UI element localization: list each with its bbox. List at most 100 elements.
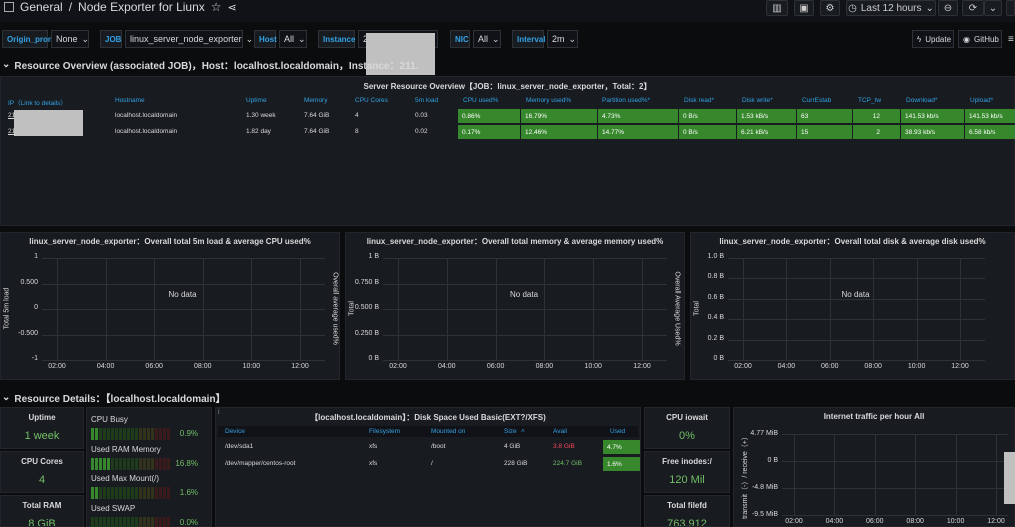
bar-gauge-segment (123, 457, 126, 470)
col-filesystem[interactable]: Filesystem (369, 428, 401, 435)
info-icon[interactable]: i (218, 409, 220, 416)
col-upload[interactable]: Upload* (970, 97, 994, 104)
menu-icon[interactable]: ≡ (1008, 34, 1014, 45)
var-label-instance: Instance (318, 30, 355, 48)
update-link[interactable]: ϟ Update (912, 30, 954, 48)
zoom-out-icon[interactable]: ⊖ (938, 0, 958, 16)
row-resource-overview[interactable]: ⌄ Resource Overview (associated JOB)，Hos… (2, 57, 418, 72)
gridline (786, 258, 788, 360)
disk-table-title: 【localhost.localdomain】：Disk Space Used … (310, 413, 546, 422)
bar-gauge-segment (135, 457, 138, 470)
bar-gauge-segment (119, 457, 122, 470)
time-picker-button[interactable]: ◷ Last 12 hours ⌄ (846, 0, 936, 16)
bar-gauge-segment (111, 457, 114, 470)
stat-panel-cpu-cores: CPU Cores 4 (0, 451, 84, 493)
no-data-label: No data (510, 290, 539, 299)
gridline (593, 258, 595, 360)
dashboard-title[interactable]: Node Exporter for Liunx (78, 0, 205, 14)
row-cpu-used: 0.86% (458, 109, 520, 123)
y-tick-label: 0.2 B (707, 334, 724, 342)
graph-panel (690, 232, 1015, 380)
col-partition-used[interactable]: Partition used%* (602, 97, 651, 104)
disk-filesystem: xfs (369, 443, 378, 450)
disk-used: 1.6% (603, 457, 640, 471)
bar-gauge-segment (91, 428, 94, 440)
col-uptime[interactable]: Uptime (246, 97, 267, 104)
star-icon[interactable]: ☆ (210, 0, 222, 14)
add-panel-icon[interactable]: ▥ (766, 0, 788, 16)
col-curr-estab[interactable]: CurrEstab (802, 97, 832, 104)
col-download[interactable]: Download* (906, 97, 938, 104)
refresh-interval-chevron-icon[interactable]: ⌄ (984, 0, 1002, 16)
settings-gear-icon[interactable]: ⚙ (820, 0, 840, 16)
y-tick-label: 0.6 B (707, 293, 724, 301)
col-avail[interactable]: Avail (553, 428, 567, 435)
y-tick-label: 0.8 B (707, 273, 724, 281)
disk-device: /dev/sda1 (225, 443, 254, 450)
bar-gauge-segment (115, 457, 118, 470)
col-size[interactable]: Size (504, 428, 517, 435)
bar-gauge-segment (111, 487, 114, 499)
row-resource-details[interactable]: ⌄ Resource Details：【localhost.localdomai… (2, 390, 226, 405)
row-ip-link[interactable]: 21 (8, 112, 16, 119)
var-select-origin-prom[interactable]: None ⌄ (51, 30, 89, 48)
col-device[interactable]: Device (225, 428, 245, 435)
col-memory[interactable]: Memory (304, 97, 328, 104)
var-value-job: linux_server_node_exporter (130, 34, 242, 44)
bar-gauge-segment (159, 516, 162, 527)
var-select-job[interactable]: linux_server_node_exporter ⌄ (125, 30, 253, 48)
breadcrumb-folder[interactable]: General (20, 0, 63, 14)
row-hostname: localhost.localdomain (115, 128, 178, 135)
col-5m-load[interactable]: 5m load (415, 97, 439, 104)
row-ip-link[interactable]: 21 (8, 128, 16, 135)
bar-gauge-segment (159, 428, 162, 440)
tv-mode-icon[interactable] (1006, 0, 1015, 16)
gridline (916, 258, 918, 360)
stat-value: 120 Mil (669, 474, 705, 486)
row-disk-write: 1.53 kB/s (737, 109, 796, 123)
x-tick-label: 02:00 (389, 363, 407, 370)
col-cpu-used[interactable]: CPU used% (463, 97, 499, 104)
col-tcp-tw[interactable]: TCP_tw (858, 97, 882, 104)
stat-value: 4 (38, 474, 46, 486)
y-tick-label: -1 (31, 355, 38, 362)
gridline (202, 258, 204, 360)
x-tick-label: 06:00 (145, 363, 163, 370)
y-tick-label: 0 (34, 304, 38, 311)
bar-gauge-segment (131, 487, 134, 499)
x-tick-label: 04:00 (777, 363, 796, 370)
col-mounted-on[interactable]: Mounted on (431, 428, 466, 435)
x-tick-label: 06:00 (821, 363, 839, 370)
save-icon[interactable]: ▣ (794, 0, 814, 16)
y-tick-label: 1 (34, 253, 38, 260)
bar-gauge-segment (147, 516, 150, 527)
col-disk-read[interactable]: Disk read* (684, 97, 714, 104)
bar-gauge-value: 1.6% (179, 488, 198, 497)
bar-gauge-segment (131, 428, 134, 440)
var-select-interval[interactable]: 2m ⌄ (547, 30, 578, 48)
bar-gauge-segment (95, 516, 98, 527)
gridline (743, 258, 744, 360)
chevron-down-icon: ⌄ (81, 33, 90, 44)
row-disk-write: 6.21 kB/s (737, 125, 796, 139)
row-curr-estab: 63 (797, 109, 852, 123)
chevron-down-icon: ⌄ (568, 33, 577, 44)
refresh-icon[interactable]: ⟳ (962, 0, 984, 16)
col-hostname[interactable]: Hostname (115, 97, 145, 104)
share-icon[interactable]: ⋖ (227, 1, 237, 14)
var-select-host[interactable]: All ⌄ (279, 30, 307, 48)
gridline (874, 434, 876, 515)
y-tick-label: 0.500 (20, 278, 38, 286)
bar-gauge-segment (135, 428, 138, 440)
col-mem-used[interactable]: Memory used% (526, 97, 572, 104)
col-cpu-cores[interactable]: CPU Cores (355, 97, 388, 104)
col-disk-write[interactable]: Disk write* (742, 97, 773, 104)
table-row: /dev/sda1 xfs /boot 4 GiB 3.8 GiB 4.7% (218, 440, 640, 454)
col-used[interactable]: Used (610, 428, 626, 435)
github-link[interactable]: ◉ GitHub (958, 30, 1002, 48)
gridline (728, 360, 985, 361)
var-select-nic[interactable]: All ⌄ (473, 30, 501, 48)
col-ip[interactable]: IP（Link to details） (8, 100, 67, 107)
x-tick-label: 04:00 (96, 363, 115, 370)
bar-gauge-segment (127, 516, 130, 527)
